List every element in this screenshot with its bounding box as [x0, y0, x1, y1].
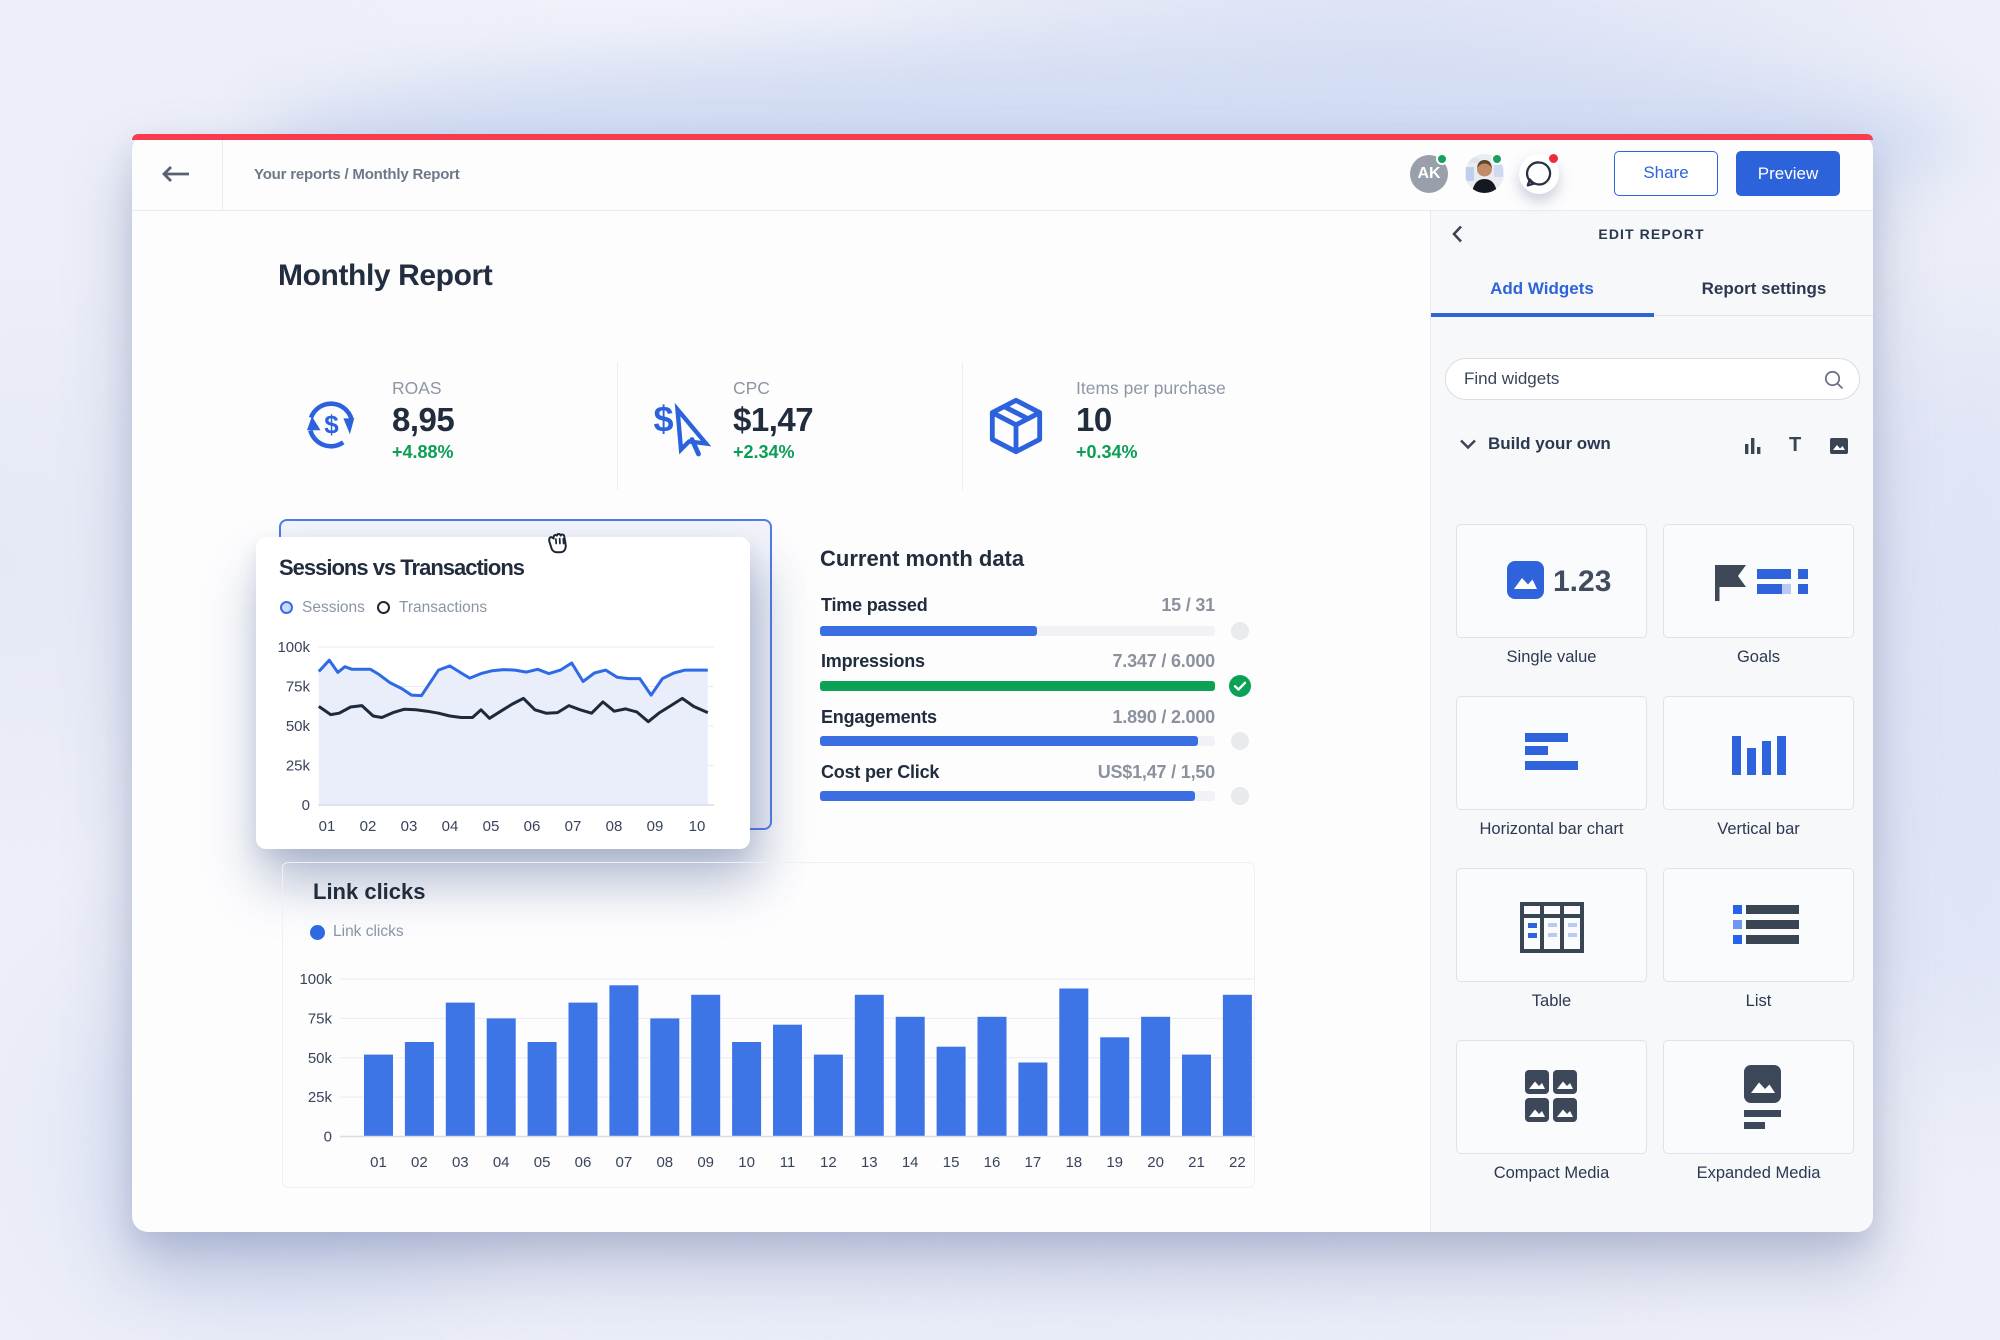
svg-text:04: 04 [442, 818, 459, 835]
svg-text:17: 17 [1025, 1154, 1042, 1171]
svg-text:1.23: 1.23 [1553, 565, 1611, 598]
svg-text:18: 18 [1065, 1154, 1082, 1171]
svg-text:50k: 50k [286, 718, 311, 735]
svg-text:07: 07 [616, 1154, 633, 1171]
svg-text:05: 05 [483, 818, 500, 835]
svg-text:16: 16 [984, 1154, 1001, 1171]
svg-text:50k: 50k [308, 1050, 333, 1067]
svg-text:19: 19 [1106, 1154, 1123, 1171]
svg-text:25k: 25k [286, 758, 311, 775]
svg-text:13: 13 [861, 1154, 878, 1171]
svg-text:05: 05 [534, 1154, 551, 1171]
svg-text:09: 09 [647, 818, 664, 835]
svg-text:100k: 100k [300, 971, 332, 988]
svg-text:03: 03 [401, 818, 418, 835]
svg-text:10: 10 [738, 1154, 755, 1171]
svg-text:07: 07 [565, 818, 582, 835]
svg-text:03: 03 [452, 1154, 469, 1171]
svg-text:14: 14 [902, 1154, 919, 1171]
svg-text:01: 01 [319, 818, 336, 835]
svg-text:22: 22 [1229, 1154, 1246, 1171]
svg-text:11: 11 [780, 1154, 796, 1171]
svg-text:08: 08 [656, 1154, 673, 1171]
svg-text:04: 04 [493, 1154, 510, 1171]
svg-text:25k: 25k [308, 1089, 333, 1106]
svg-text:$: $ [324, 410, 339, 440]
svg-text:75k: 75k [308, 1010, 333, 1027]
svg-text:06: 06 [524, 818, 541, 835]
svg-text:02: 02 [411, 1154, 428, 1171]
svg-text:01: 01 [370, 1154, 387, 1171]
svg-text:0: 0 [324, 1129, 332, 1146]
svg-text:15: 15 [943, 1154, 960, 1171]
svg-text:75k: 75k [286, 679, 311, 696]
svg-text:12: 12 [820, 1154, 837, 1171]
svg-text:0: 0 [302, 797, 310, 814]
svg-text:08: 08 [606, 818, 623, 835]
svg-text:10: 10 [689, 818, 706, 835]
svg-text:100k: 100k [277, 639, 310, 656]
svg-text:20: 20 [1147, 1154, 1164, 1171]
svg-text:02: 02 [360, 818, 377, 835]
svg-text:09: 09 [697, 1154, 714, 1171]
svg-text:06: 06 [575, 1154, 592, 1171]
svg-text:21: 21 [1188, 1154, 1205, 1171]
svg-text:$: $ [653, 399, 673, 440]
